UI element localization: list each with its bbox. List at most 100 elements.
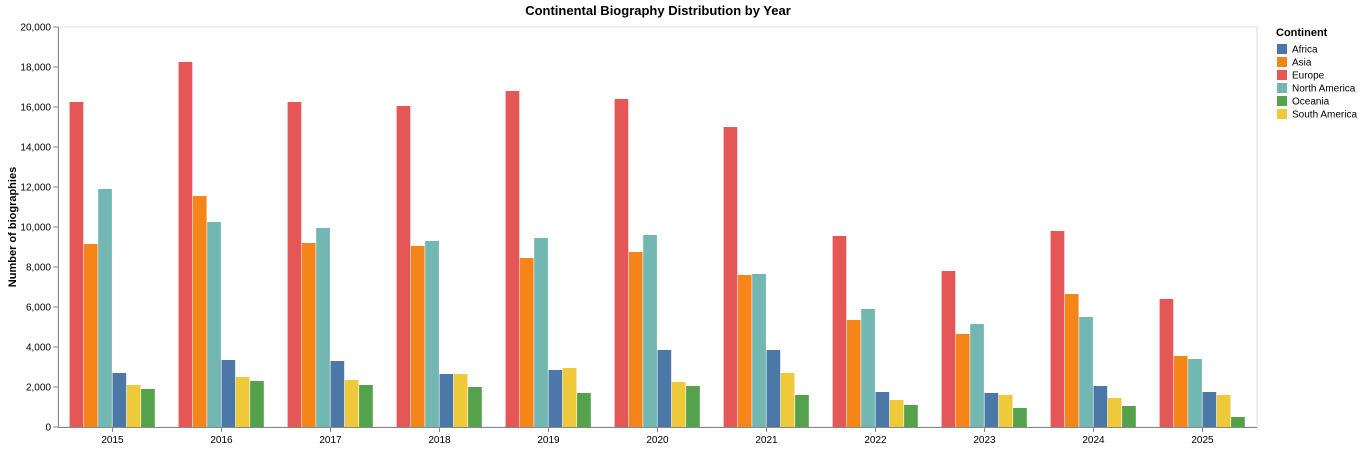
bar-africa [1093, 386, 1108, 427]
bar-asia [1173, 356, 1188, 427]
bar-europe [1159, 299, 1174, 427]
bar-south-america [562, 368, 577, 427]
x-tick-label: 2016 [210, 435, 233, 446]
y-tick-label: 14,000 [20, 143, 51, 154]
x-tick-label: 2021 [755, 435, 778, 446]
bar-oceania [250, 381, 264, 427]
bar-oceania [577, 393, 591, 427]
bar-asia [1064, 294, 1079, 427]
bar-asia [955, 334, 970, 427]
x-tick-label: 2018 [428, 435, 451, 446]
bar-south-america [344, 380, 359, 427]
bar-asia [301, 243, 316, 427]
legend-swatch [1277, 44, 1287, 54]
bar-africa [221, 360, 236, 427]
legend-label: Oceania [1292, 97, 1330, 108]
bar-north-america [534, 238, 548, 427]
legend-label: South America [1292, 110, 1357, 121]
bar-europe [178, 62, 193, 427]
bar-asia [410, 246, 425, 427]
bar-asia [737, 275, 752, 427]
bar-south-america [998, 395, 1013, 427]
bar-africa [112, 373, 127, 427]
bar-europe [614, 99, 629, 427]
y-tick-label: 2,000 [26, 383, 51, 394]
bar-north-america [98, 189, 112, 427]
legend-swatch [1277, 83, 1287, 93]
bar-africa [439, 374, 454, 427]
bar-asia [192, 196, 207, 427]
y-tick-label: 16,000 [20, 103, 51, 114]
x-tick-label: 2023 [973, 435, 996, 446]
bar-oceania [359, 385, 373, 427]
bar-africa [984, 393, 999, 427]
bar-north-america [1188, 359, 1202, 427]
bar-europe [941, 271, 956, 427]
bar-north-america [643, 235, 657, 427]
bar-africa [330, 361, 345, 427]
bar-south-america [453, 374, 468, 427]
y-tick-label: 8,000 [26, 263, 51, 274]
bar-europe [1050, 231, 1065, 427]
bar-africa [548, 370, 563, 427]
bar-africa [1202, 392, 1217, 427]
y-tick-label: 0 [45, 423, 51, 434]
bar-north-america [861, 309, 875, 427]
bar-oceania [141, 389, 155, 427]
bar-oceania [686, 386, 700, 427]
legend-label: Europe [1292, 71, 1325, 82]
y-tick-label: 20,000 [20, 23, 51, 34]
bar-oceania [468, 387, 482, 427]
bar-north-america [425, 241, 439, 427]
bar-africa [657, 350, 672, 427]
legend-label: Africa [1292, 45, 1318, 56]
bar-oceania [1013, 408, 1027, 427]
bar-africa [875, 392, 890, 427]
x-tick-label: 2019 [537, 435, 560, 446]
y-tick-label: 6,000 [26, 303, 51, 314]
y-tick-label: 10,000 [20, 223, 51, 234]
legend-title: Continent [1276, 27, 1328, 39]
legend-label: North America [1292, 84, 1356, 95]
bar-asia [519, 258, 534, 427]
bar-south-america [1216, 395, 1231, 427]
bar-south-america [235, 377, 250, 427]
bar-asia [846, 320, 861, 427]
bar-north-america [970, 324, 984, 427]
bar-europe [723, 127, 738, 427]
bar-asia [628, 252, 643, 427]
bar-north-america [1079, 317, 1093, 427]
bar-africa [766, 350, 781, 427]
bar-north-america [207, 222, 221, 427]
bar-oceania [904, 405, 918, 427]
legend-label: Asia [1292, 58, 1312, 69]
bar-north-america [316, 228, 330, 427]
bar-europe [505, 91, 520, 427]
bar-europe [69, 102, 84, 427]
x-tick-label: 2015 [101, 435, 124, 446]
bar-oceania [1122, 406, 1136, 427]
x-tick-label: 2022 [864, 435, 887, 446]
y-tick-label: 12,000 [20, 183, 51, 194]
x-tick-label: 2025 [1191, 435, 1214, 446]
legend: Continent Africa Asia Europe North America O… [1276, 27, 1357, 121]
bar-south-america [1107, 398, 1122, 427]
x-tick-label: 2017 [319, 435, 342, 446]
chart-title: Continental Biography Distribution by Ye… [525, 3, 791, 18]
y-tick-label: 18,000 [20, 63, 51, 74]
x-tick-label: 2020 [646, 435, 669, 446]
legend-swatch [1277, 70, 1287, 80]
legend-swatch [1277, 96, 1287, 106]
bar-europe [287, 102, 302, 427]
legend-swatch [1277, 109, 1287, 119]
bar-asia [83, 244, 98, 427]
bar-europe [396, 106, 411, 427]
bar-south-america [671, 382, 686, 427]
bar-oceania [795, 395, 809, 427]
bar-south-america [889, 400, 904, 427]
bar-europe [832, 236, 847, 427]
y-tick-label: 4,000 [26, 343, 51, 354]
plot-area: 0 2,000 4,000 6,000 8,000 10,000 12,000 14,000 1… [20, 23, 1258, 446]
x-tick-label: 2024 [1082, 435, 1105, 446]
